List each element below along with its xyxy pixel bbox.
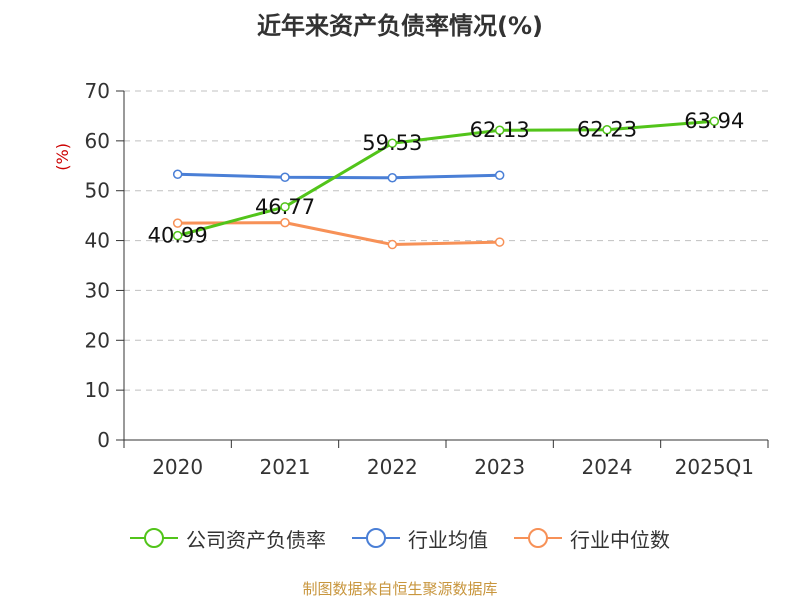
data-label: 46.77 — [255, 195, 315, 219]
series-line — [177, 221, 500, 247]
series-line — [177, 172, 500, 180]
data-point — [387, 239, 398, 250]
data-point — [172, 230, 183, 241]
legend-item: 行业中位数 — [514, 524, 670, 553]
legend-label: 行业均值 — [408, 527, 488, 552]
y-tick-label: 60 — [85, 129, 110, 153]
data-label: 62.23 — [577, 118, 637, 142]
legend-label: 公司资产负债率 — [186, 527, 326, 552]
series-line — [177, 119, 715, 238]
x-tick-label: 2021 — [260, 455, 311, 479]
x-tick-label: 2023 — [474, 455, 525, 479]
data-point — [280, 172, 290, 183]
legend-marker — [514, 528, 562, 548]
data-point — [387, 138, 398, 148]
x-tick-label: 2020 — [152, 455, 203, 479]
data-point — [172, 218, 183, 228]
y-axis-label: (%) — [53, 143, 72, 171]
legend-marker — [352, 528, 400, 548]
chart-title: 近年来资产负债率情况(%) — [257, 12, 543, 40]
series-0 — [172, 116, 720, 241]
data-label: 40.99 — [148, 224, 208, 248]
data-point — [280, 217, 290, 228]
data-point — [709, 116, 720, 126]
data-point — [494, 125, 505, 135]
y-tick-label: 10 — [85, 378, 110, 402]
y-tick-label: 20 — [85, 328, 110, 352]
data-point — [280, 202, 290, 212]
series-1 — [172, 169, 505, 183]
source-note: 制图数据来自恒生聚源数据库 — [302, 580, 498, 598]
legend: 公司资产负债率 行业均值 行业中位数 — [0, 520, 800, 556]
legend-item: 公司资产负债率 — [130, 524, 326, 553]
data-point — [494, 237, 505, 247]
data-point — [387, 173, 398, 183]
y-tick-label: 0 — [97, 428, 110, 452]
data-point — [494, 170, 505, 181]
legend-label: 行业中位数 — [570, 527, 670, 552]
legend-marker — [130, 528, 178, 548]
y-tick-label: 40 — [85, 229, 110, 253]
series-2 — [172, 217, 505, 250]
legend-item: 行业均值 — [352, 524, 488, 553]
y-tick-label: 30 — [85, 278, 110, 302]
data-point — [172, 169, 183, 180]
data-point — [602, 124, 612, 135]
x-tick-label: 2022 — [367, 455, 418, 479]
data-label: 63.94 — [684, 109, 744, 133]
y-tick-label: 50 — [85, 179, 110, 203]
data-label: 59.53 — [362, 131, 422, 155]
y-tick-label: 70 — [85, 79, 110, 103]
x-tick-label: 2024 — [582, 455, 633, 479]
x-tick-label: 2025Q1 — [675, 455, 754, 479]
data-label: 62.13 — [470, 118, 530, 142]
